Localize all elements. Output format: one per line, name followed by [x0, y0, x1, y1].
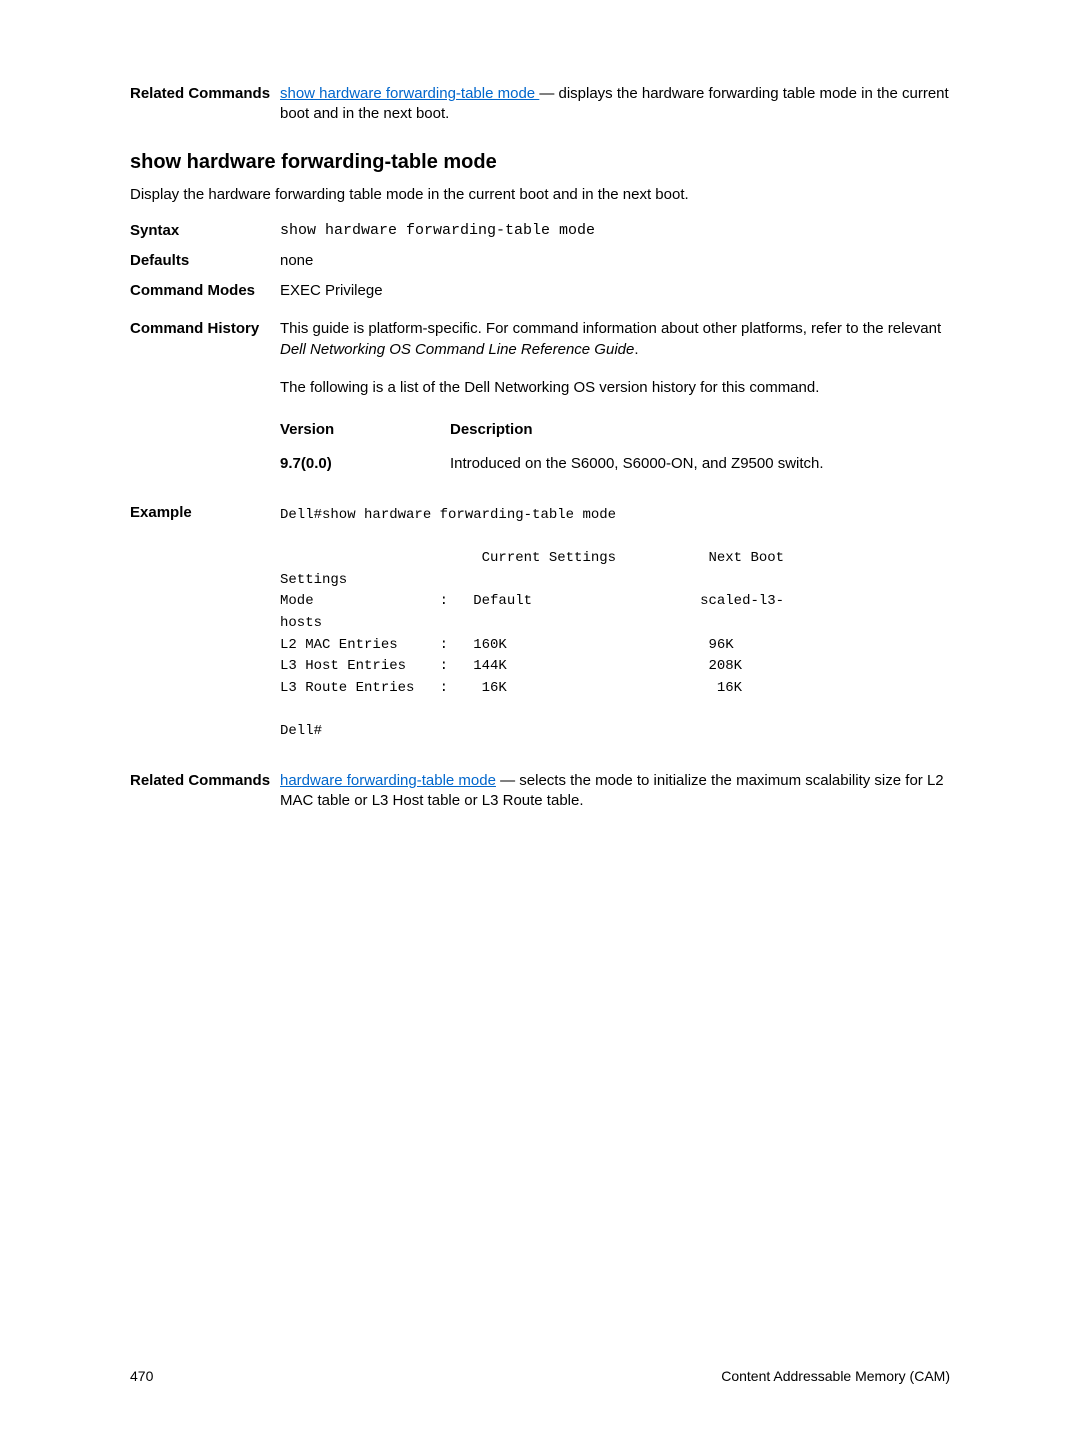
version-header-row: Version Description [280, 420, 950, 440]
command-history-p2: The following is a list of the Dell Netw… [280, 378, 950, 398]
defaults-row: Defaults none [130, 251, 950, 271]
link-show-hardware-forwarding[interactable]: show hardware forwarding-table mode [280, 85, 539, 102]
version-description: Introduced on the S6000, S6000-ON, and Z… [450, 454, 950, 474]
command-history-row: Command History This guide is platform-s… [130, 319, 950, 474]
description-header: Description [450, 420, 950, 440]
related-commands-bottom: Related Commands hardware forwarding-tab… [130, 771, 950, 812]
example-label: Example [130, 503, 280, 744]
defaults-value: none [280, 251, 950, 271]
command-modes-row: Command Modes EXEC Privilege [130, 281, 950, 301]
command-history-content: This guide is platform-specific. For com… [280, 319, 950, 474]
link-hardware-forwarding[interactable]: hardware forwarding-table mode [280, 772, 496, 789]
command-history-p1-italic: Dell Networking OS Command Line Referenc… [280, 341, 634, 358]
version-data-row: 9.7(0.0) Introduced on the S6000, S6000-… [280, 454, 950, 474]
page-footer: 470 Content Addressable Memory (CAM) [130, 1368, 950, 1384]
footer-right: Content Addressable Memory (CAM) [721, 1368, 950, 1384]
syntax-label: Syntax [130, 221, 280, 241]
related-commands-bottom-content: hardware forwarding-table mode — selects… [280, 771, 950, 812]
example-content: Dell#show hardware forwarding-table mode… [280, 503, 950, 744]
syntax-value: show hardware forwarding-table mode [280, 221, 950, 241]
page-number: 470 [130, 1368, 153, 1384]
example-code: Dell#show hardware forwarding-table mode… [280, 505, 950, 744]
section-description: Display the hardware forwarding table mo… [130, 186, 950, 203]
command-modes-value: EXEC Privilege [280, 281, 950, 301]
command-history-p1-post: . [634, 341, 638, 358]
example-row: Example Dell#show hardware forwarding-ta… [130, 503, 950, 744]
section-heading: show hardware forwarding-table mode [130, 151, 950, 174]
related-commands-bottom-label: Related Commands [130, 771, 280, 812]
related-commands-label: Related Commands [130, 84, 280, 125]
version-header: Version [280, 420, 450, 440]
version-value: 9.7(0.0) [280, 454, 450, 474]
related-commands-content: show hardware forwarding-table mode — di… [280, 84, 950, 125]
command-modes-label: Command Modes [130, 281, 280, 301]
command-history-p1-pre: This guide is platform-specific. For com… [280, 320, 941, 337]
syntax-row: Syntax show hardware forwarding-table mo… [130, 221, 950, 241]
defaults-label: Defaults [130, 251, 280, 271]
command-history-label: Command History [130, 319, 280, 474]
related-commands-top: Related Commands show hardware forwardin… [130, 84, 950, 125]
